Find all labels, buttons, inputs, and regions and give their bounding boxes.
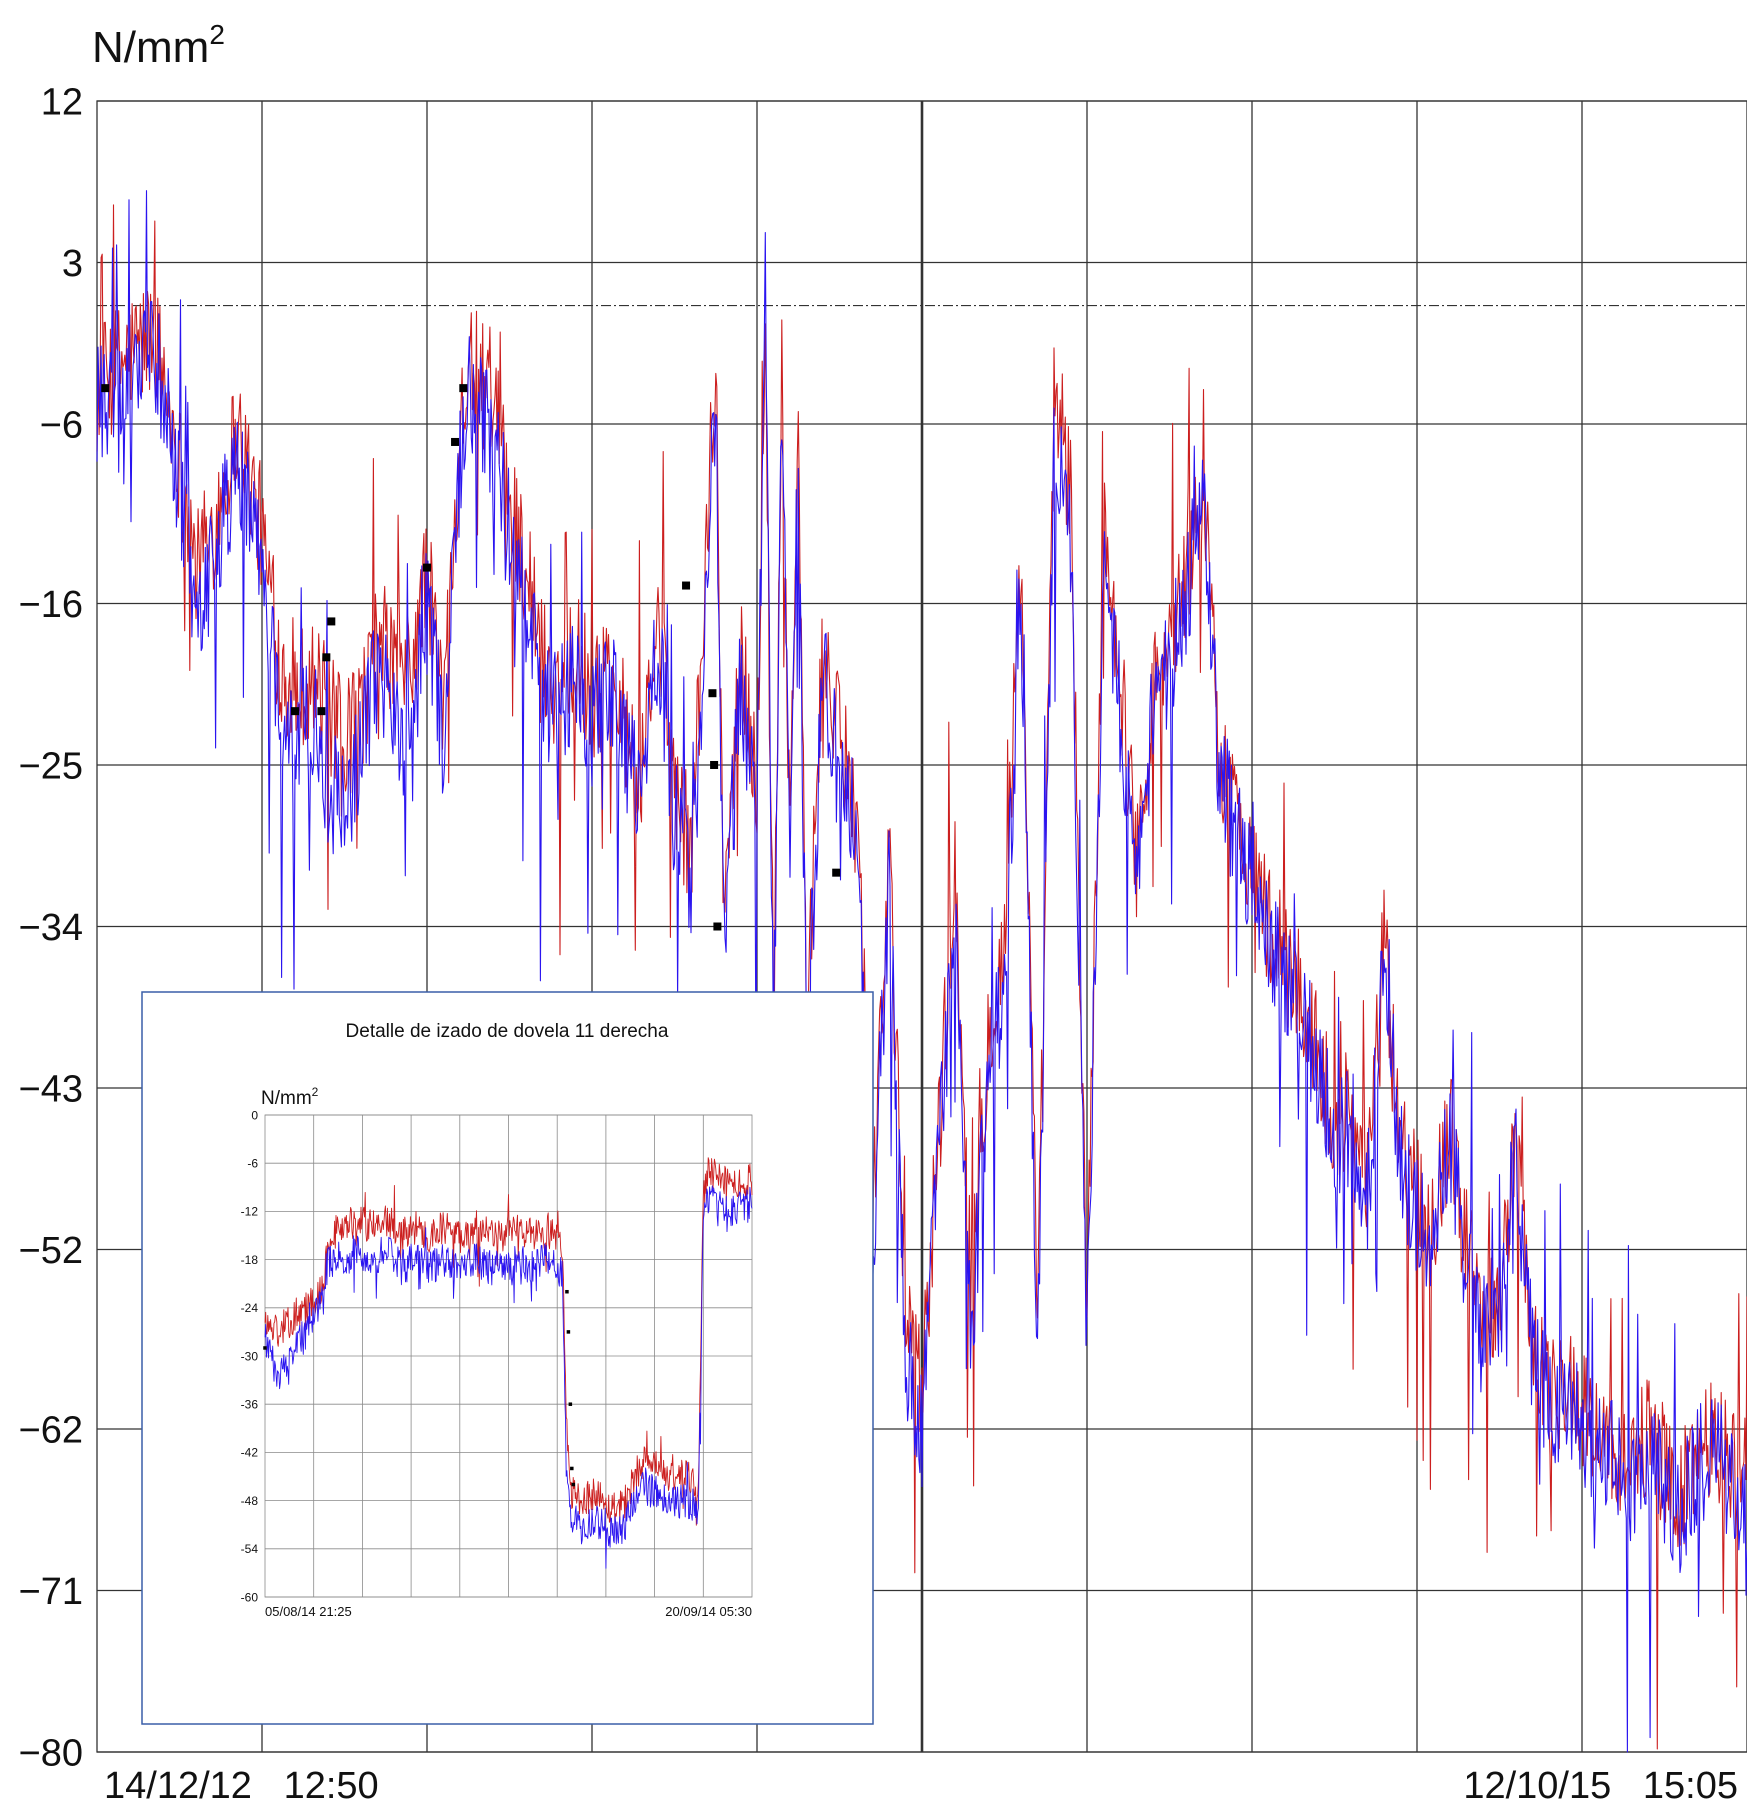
main-series-blue-line bbox=[96, 190, 1747, 1753]
main-y-tick-label: −62 bbox=[19, 1410, 83, 1452]
main-grid bbox=[96, 100, 1747, 1753]
main-y-tick-label: −25 bbox=[19, 746, 83, 788]
main-data-marker bbox=[459, 384, 468, 393]
inset-data-marker bbox=[565, 1289, 569, 1294]
inset-series-red-line bbox=[264, 1157, 753, 1526]
inset-data-marker bbox=[566, 1330, 571, 1334]
main-data-marker bbox=[682, 581, 691, 590]
main-series-group bbox=[96, 190, 1747, 1753]
inset-y-axis-label-base: N/mm bbox=[261, 1088, 312, 1109]
inset-y-tick-label: -12 bbox=[241, 1205, 259, 1219]
inset-data-marker bbox=[571, 1482, 576, 1487]
inset-y-tick-label: -18 bbox=[241, 1253, 259, 1267]
inset-data-marker bbox=[263, 1346, 267, 1350]
main-y-axis-label-sup: 2 bbox=[209, 19, 225, 50]
inset-series-blue-line bbox=[264, 1185, 753, 1569]
inset-y-tick-label: -48 bbox=[241, 1494, 259, 1508]
main-data-marker bbox=[832, 868, 841, 877]
main-chart: 123−6−16−25−34−43−52−62−71−80 N/mm2 14/1… bbox=[19, 19, 1747, 1807]
inset-y-tick-label: -60 bbox=[241, 1590, 259, 1604]
main-y-tick-label: −6 bbox=[40, 405, 83, 447]
inset-y-tick-label: -24 bbox=[241, 1301, 259, 1315]
main-y-tick-label: −71 bbox=[19, 1571, 83, 1613]
main-y-tick-label: 3 bbox=[62, 243, 83, 285]
inset-y-axis-label: N/mm2 bbox=[261, 1085, 319, 1109]
main-data-marker bbox=[708, 689, 717, 698]
inset-x-start-label: 05/08/14 21:25 bbox=[265, 1604, 352, 1619]
inset-data-marker bbox=[568, 1402, 573, 1406]
main-data-marker bbox=[291, 707, 299, 716]
main-y-tick-label: −16 bbox=[19, 584, 83, 626]
main-y-axis-label-base: N/mm bbox=[92, 23, 209, 72]
main-y-tick-label: −80 bbox=[19, 1733, 83, 1775]
inset-y-tick-label: 0 bbox=[251, 1108, 258, 1122]
main-y-tick-label: −43 bbox=[19, 1069, 83, 1111]
main-data-marker bbox=[710, 760, 719, 769]
inset-y-tick-label: -42 bbox=[241, 1446, 259, 1460]
main-data-marker bbox=[713, 922, 722, 931]
main-y-tick-label: −52 bbox=[19, 1230, 83, 1272]
inset-data-marker bbox=[570, 1466, 574, 1471]
inset-y-tick-label: -54 bbox=[241, 1542, 259, 1556]
main-y-tick-label: 12 bbox=[41, 82, 83, 124]
main-data-marker bbox=[451, 437, 460, 446]
inset-y-tick-labels: 0 -6 -12 -18 -24 -30 -36 -42 -48 -54 -60 bbox=[241, 1108, 259, 1604]
main-y-axis-label: N/mm2 bbox=[92, 19, 225, 72]
inset-y-tick-label: -6 bbox=[247, 1157, 258, 1171]
main-data-marker bbox=[101, 384, 110, 393]
main-data-marker bbox=[317, 707, 326, 716]
main-y-tick-labels: 12 3 −6 −16 −25 −34 −43 −52 −62 −71 −80 bbox=[19, 82, 83, 1775]
inset-title: Detalle de izado de dovela 11 derecha bbox=[346, 1021, 669, 1042]
inset-markers-group bbox=[263, 1289, 576, 1487]
inset-y-axis-label-sup: 2 bbox=[312, 1085, 319, 1099]
inset-y-tick-label: -30 bbox=[241, 1349, 259, 1363]
inset-frame bbox=[141, 991, 874, 1725]
inset-y-tick-label: -36 bbox=[241, 1398, 259, 1412]
main-x-end-label: 12/10/15 15:05 bbox=[1463, 1765, 1738, 1807]
inset-chart: Detalle de izado de dovela 11 derecha N/… bbox=[141, 991, 874, 1725]
main-y-tick-label: −34 bbox=[19, 907, 83, 949]
inset-x-end-label: 20/09/14 05:30 bbox=[665, 1604, 752, 1619]
main-data-marker bbox=[327, 617, 336, 626]
main-markers-group bbox=[101, 384, 841, 931]
main-data-marker bbox=[322, 653, 331, 662]
main-data-marker bbox=[423, 563, 431, 572]
inset-series-group bbox=[264, 1157, 753, 1569]
main-x-start-label: 14/12/12 12:50 bbox=[104, 1765, 379, 1807]
